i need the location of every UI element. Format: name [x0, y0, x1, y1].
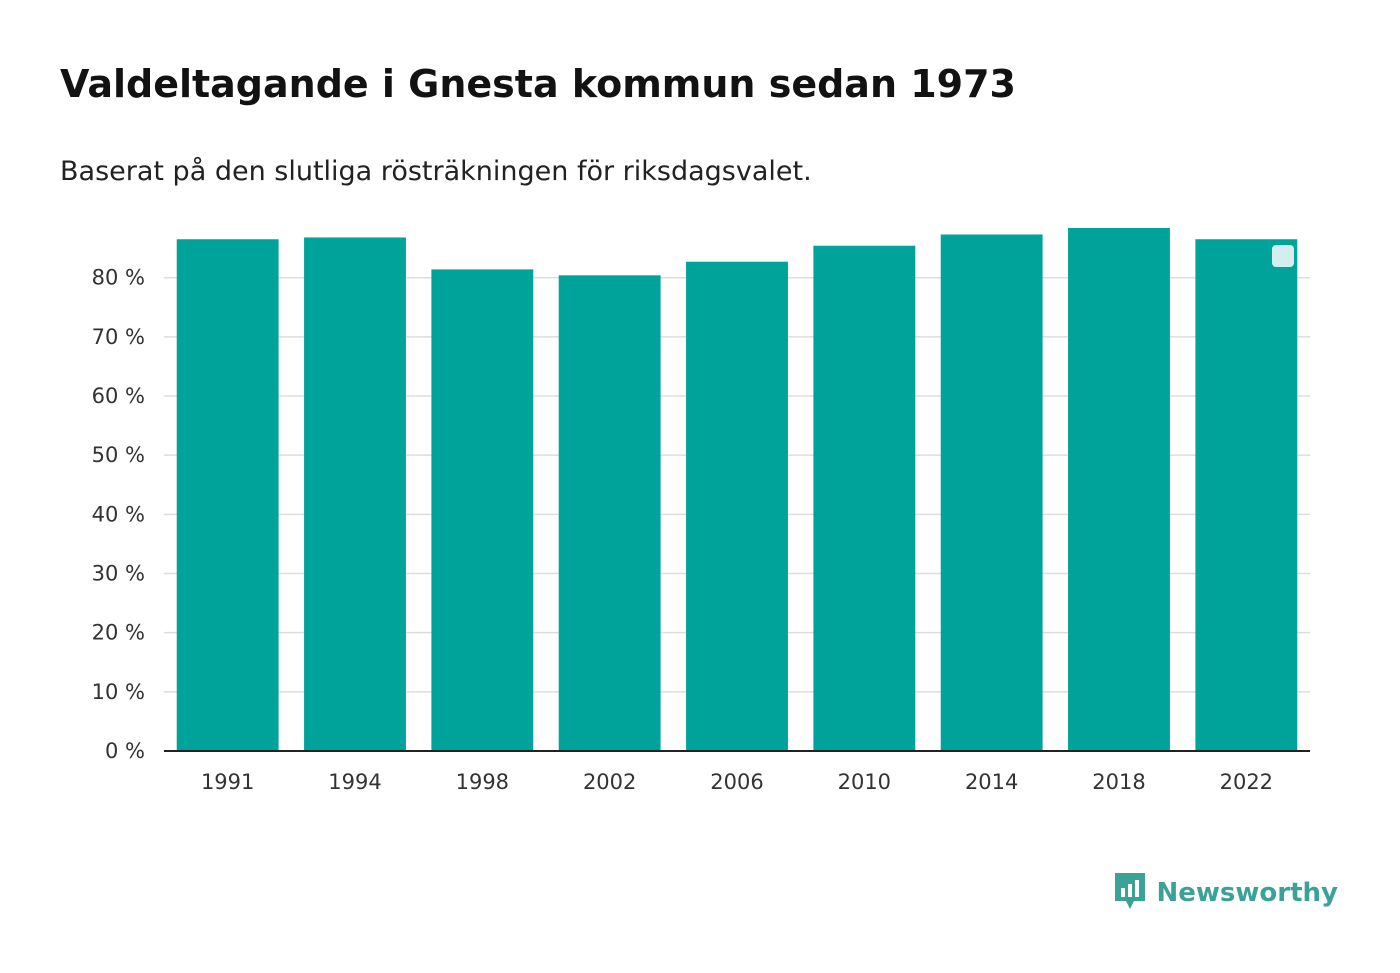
x-tick-label: 1994: [328, 770, 381, 794]
legend-marker[interactable]: [1272, 245, 1294, 267]
x-tick-label: 2006: [710, 770, 763, 794]
x-tick-label: 1991: [201, 770, 254, 794]
bar-2006[interactable]: [686, 261, 788, 751]
y-tick-label: 30 %: [92, 562, 145, 586]
bar-2022[interactable]: [1195, 239, 1298, 751]
bar-1994[interactable]: [304, 237, 406, 751]
y-tick-label: 80 %: [92, 266, 145, 290]
y-tick-label: 10 %: [92, 680, 145, 704]
x-tick-label: 2002: [583, 770, 636, 794]
bar-1991[interactable]: [176, 239, 279, 751]
x-tick-label: 2022: [1220, 770, 1273, 794]
bar-1998[interactable]: [431, 269, 534, 751]
x-tick-label: 1998: [456, 770, 509, 794]
x-tick-label: 2014: [965, 770, 1018, 794]
x-tick-label: 2018: [1092, 770, 1145, 794]
y-tick-label: 70 %: [92, 325, 145, 349]
bars: [176, 228, 1298, 751]
y-tick-label: 50 %: [92, 443, 145, 467]
y-tick-label: 20 %: [92, 621, 145, 645]
brand-logo: Newsworthy: [1113, 871, 1338, 915]
tick-labels: 0 % 10 % 20 % 30 % 40 % 50 % 60 % 70 % 80 % 1991 1…: [92, 266, 1273, 794]
newsworthy-logo-icon: [1113, 871, 1147, 915]
x-tick-label: 2010: [838, 770, 891, 794]
y-tick-label: 0 %: [105, 739, 145, 763]
y-tick-label: 40 %: [92, 502, 145, 526]
bar-2010[interactable]: [813, 245, 916, 751]
bar-2014[interactable]: [940, 234, 1043, 751]
bar-2018[interactable]: [1068, 228, 1170, 751]
chart-title: Valdeltagande i Gnesta kommun sedan 1973: [60, 62, 1016, 106]
bar-2002[interactable]: [558, 275, 661, 751]
y-tick-label: 60 %: [92, 384, 145, 408]
brand-name: Newsworthy: [1156, 878, 1338, 908]
chart-subtitle: Baserat på den slutliga rösträkningen fö…: [60, 156, 812, 187]
